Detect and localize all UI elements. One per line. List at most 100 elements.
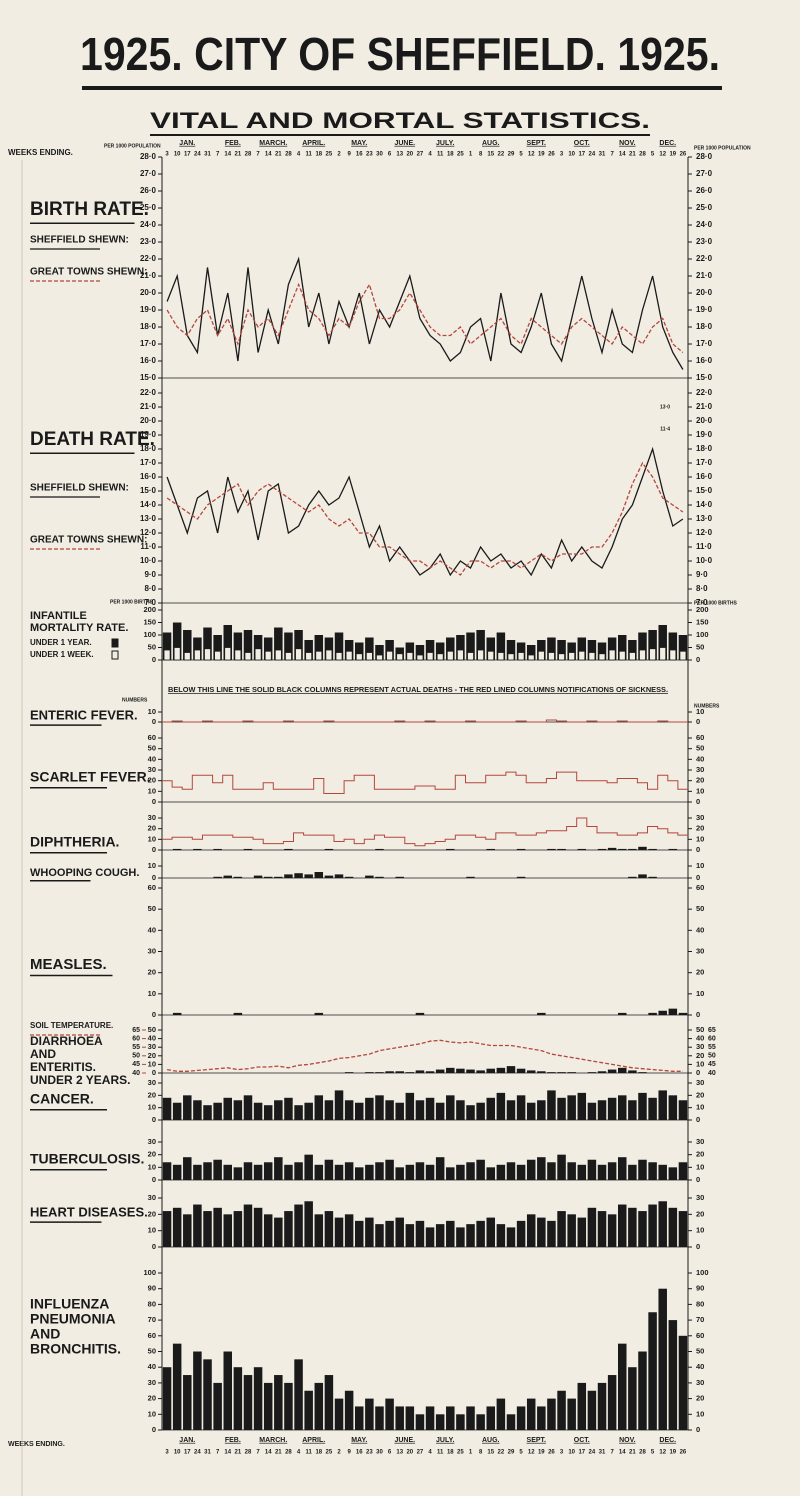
bar [355,1406,364,1430]
bar [648,1012,657,1015]
week-label: 19 [669,1450,676,1456]
y-tick-label: 10 [148,1103,156,1112]
y-tick-label-right: 60 [696,1331,704,1340]
bar [506,1227,516,1247]
bar [638,846,647,850]
week-label: 22 [498,152,505,158]
bar [284,848,293,850]
y-tick-label-right: 0 [696,797,700,806]
y-tick-label: 0 [152,845,156,854]
y-tick-label-right: 0 [696,1010,700,1019]
annotation: 11·4 [660,426,670,432]
bar [203,1359,212,1430]
hollow-bar [477,649,485,661]
week-label: 26 [548,1450,555,1456]
week-label: 10 [174,1450,181,1456]
month-label: FEB. [225,1437,241,1444]
week-label: 23 [366,1450,373,1456]
week-label: 5 [651,152,655,158]
hollow-bar [467,652,474,661]
month-label: MARCH. [259,1437,287,1444]
y-tick-label-right: 22·0 [696,254,713,263]
bar [618,848,627,850]
y-tick-label-right: 200 [696,605,709,614]
week-label: 12 [659,1450,666,1456]
month-label: FEB. [225,140,241,147]
bar [203,1162,212,1180]
bar [607,637,617,660]
bar [243,1375,253,1430]
bar [375,1095,384,1120]
y-tick-label-right: 40 [696,1034,704,1043]
bar [456,1100,465,1120]
y-tick-label: 50 [148,642,156,651]
bar [425,1227,435,1247]
bar [678,1162,688,1180]
bar [456,1164,465,1180]
y2-tick-label: 40 [132,1070,140,1077]
week-label: 21 [275,1450,282,1456]
bar [628,876,637,878]
bar [365,1164,374,1180]
week-label: 15 [487,1450,494,1456]
y-tick-label-right: 16·0 [696,472,713,481]
week-label: 3 [165,152,169,158]
bar [172,1102,182,1120]
bar [334,1217,344,1247]
bar [607,1097,617,1120]
bar [415,1070,425,1073]
week-label: 2 [337,152,341,158]
hollow-bar [396,653,404,661]
bar [355,642,364,660]
bar [314,1012,324,1015]
y-tick-label: 20 [148,1090,156,1099]
hollow-bar [204,648,211,661]
week-label: 7 [256,1450,260,1456]
y-tick-label-right: 0 [696,655,700,664]
y-tick-label: 11·0 [140,542,156,551]
bar [314,1095,324,1120]
y-tick-label: 13·0 [140,514,157,523]
bar [557,1072,566,1073]
month-label: JULY. [436,1437,454,1444]
bar [466,1069,475,1073]
bar [223,625,232,660]
week-label: 19 [538,152,545,158]
y-tick-label-right: 19·0 [696,430,713,439]
y-tick-label: 18·0 [140,444,157,453]
numbers-label: NUMBERS [694,703,720,709]
y-tick-label-right: 50 [696,642,704,651]
y-tick-label-right: 30 [696,1137,704,1146]
bar [506,1066,516,1073]
y-tick-label: 50 [148,744,156,753]
y-tick-label: 0 [152,1175,156,1184]
y-tick-label-right: 40 [696,754,704,763]
bar [294,630,303,660]
week-label: 1 [469,1450,473,1456]
bar [203,1105,212,1120]
week-label: 21 [629,1450,636,1456]
y-tick-label: 50 [148,904,156,913]
legend-label: SHEFFIELD SHEWN: [30,235,129,246]
bar [405,1224,415,1247]
hollow-bar [406,652,414,661]
legend-label: GREAT TOWNS SHEWN: [30,535,147,546]
month-label: MARCH. [259,140,287,147]
bar [658,1288,667,1430]
page-title: 1925. CITY OF SHEFFIELD. 1925. [80,28,720,80]
bar [405,1406,415,1430]
bar [567,1214,576,1247]
hollow-bar [335,652,343,661]
bar [537,1100,546,1120]
bar [294,1162,303,1180]
rate-unit: PER 1000 POPULATION [104,143,161,149]
week-label: 16 [356,1450,363,1456]
bar [597,1100,607,1120]
bar [405,1072,415,1073]
hollow-bar [244,652,252,661]
month-label: DEC. [659,1437,676,1444]
y-tick-label-right: 10 [696,1409,704,1418]
bar [506,640,516,660]
bar [193,1351,202,1430]
y-tick-label: 12·0 [140,528,157,537]
